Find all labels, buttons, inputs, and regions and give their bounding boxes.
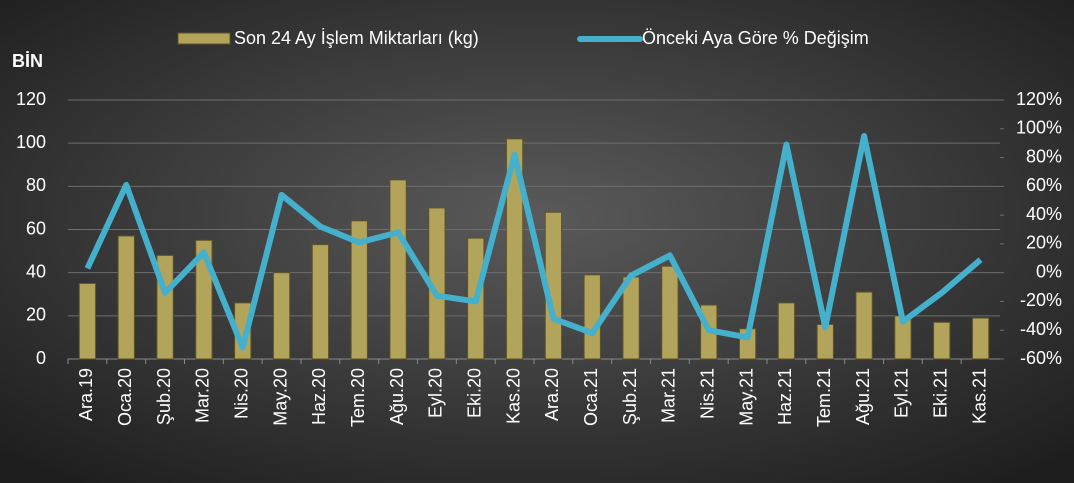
y2-tick-label: 40% — [1026, 204, 1062, 224]
bar — [117, 235, 135, 360]
bar — [350, 220, 368, 360]
y-tick-label: 0 — [36, 348, 46, 368]
bar — [311, 244, 330, 360]
x-tick-label: Kas.20 — [503, 368, 523, 424]
x-tick-label: Eyl.21 — [892, 368, 912, 418]
bar — [389, 179, 407, 360]
x-tick-label: Ağu.20 — [387, 368, 407, 425]
bar — [855, 291, 873, 360]
y2-tick-label: 20% — [1026, 233, 1062, 253]
bar — [971, 317, 990, 360]
x-tick-label: Haz.20 — [309, 368, 329, 425]
y2-tick-label: 100% — [1016, 118, 1062, 138]
x-tick-label: Şub.21 — [620, 368, 640, 425]
x-tick-label: Nis.20 — [232, 368, 252, 419]
x-tick-label: Tem.21 — [814, 368, 834, 427]
x-tick-label: Kas.21 — [969, 368, 989, 424]
bar — [661, 265, 679, 360]
line — [84, 132, 983, 351]
y-tick-label: 120 — [16, 89, 46, 109]
x-tick-label: Ara.19 — [76, 368, 96, 421]
y2-tick-label: 0% — [1036, 261, 1062, 281]
y-tick-label: 20 — [26, 305, 46, 325]
x-tick-label: Oca.21 — [581, 368, 601, 426]
y-tick-label: 100 — [16, 132, 46, 152]
y2-tick-label: -40% — [1020, 319, 1062, 339]
x-tick-label: Tem.20 — [348, 368, 368, 427]
y-tick-label: 60 — [26, 218, 46, 238]
x-tick-label: Eki.21 — [931, 368, 951, 418]
x-tick-label: Mar.20 — [193, 368, 213, 423]
x-tick-label: May.21 — [736, 368, 756, 426]
bar — [583, 274, 601, 360]
x-tick-label: Ara.20 — [542, 368, 562, 421]
legend-swatch — [177, 32, 231, 45]
legend-label: Önceki Aya Göre % Değişim — [642, 28, 869, 48]
y-tick-label: 80 — [26, 175, 46, 195]
y2-tick-label: 120% — [1016, 89, 1062, 109]
y-tick-label: 40 — [26, 261, 46, 281]
bar — [777, 302, 796, 360]
bar — [272, 272, 291, 360]
y2-tick-label: -20% — [1020, 290, 1062, 310]
bar — [505, 138, 524, 360]
x-tick-label: Mar.21 — [659, 368, 679, 423]
x-tick-label: Oca.20 — [115, 368, 135, 426]
y2-tick-label: 80% — [1026, 146, 1062, 166]
bar — [78, 282, 97, 360]
x-tick-label: Haz.21 — [775, 368, 795, 425]
bar — [933, 321, 951, 360]
x-tick-label: Eki.20 — [465, 368, 485, 418]
x-tick-label: May.20 — [270, 368, 290, 426]
x-tick-label: Nis.21 — [698, 368, 718, 419]
y2-tick-label: 60% — [1026, 175, 1062, 195]
x-tick-label: Eyl.20 — [426, 368, 446, 418]
y-axis-label: BİN — [12, 51, 43, 71]
y2-tick-label: -60% — [1020, 348, 1062, 368]
x-tick-label: Ağu.21 — [853, 368, 873, 425]
x-tick-label: Şub.20 — [154, 368, 174, 425]
legend-label: Son 24 Ay İşlem Miktarları (kg) — [234, 28, 479, 48]
